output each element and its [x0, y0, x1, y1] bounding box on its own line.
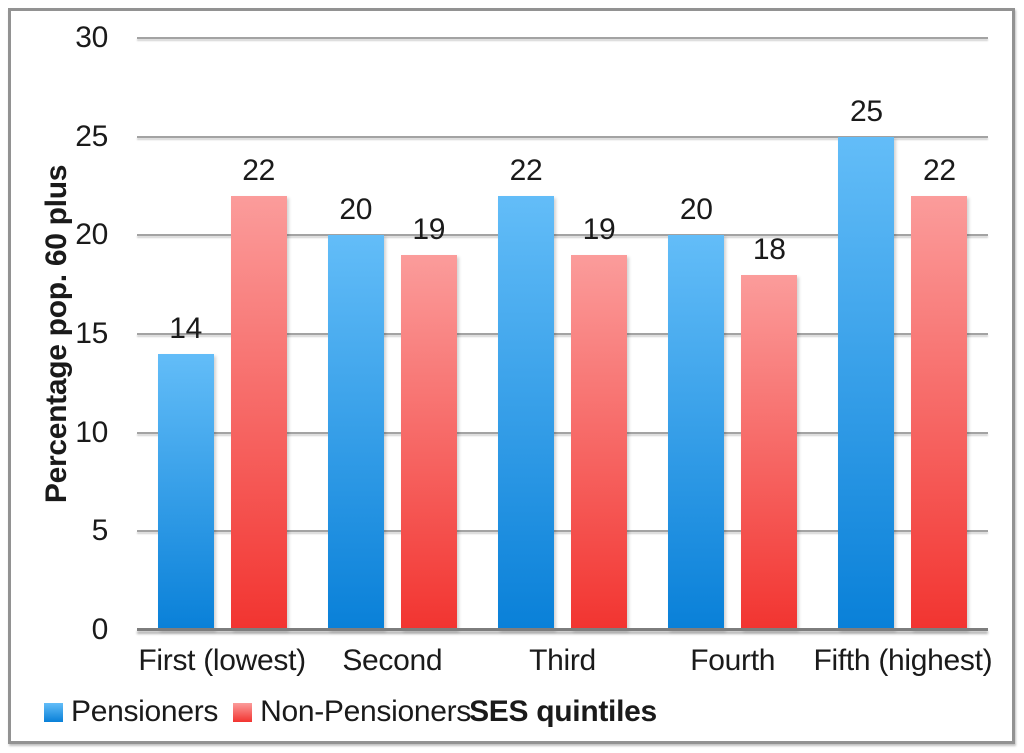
y-tick-label: 30	[75, 21, 108, 54]
x-category-label: Second	[342, 644, 443, 677]
gridline	[137, 135, 988, 138]
bar-value-label: 14	[169, 311, 202, 345]
y-tick-label: 25	[75, 119, 108, 153]
bar-fill	[668, 235, 725, 630]
gridline	[137, 37, 988, 39]
bar-non-pensioners: 22	[230, 155, 287, 630]
bar-fill	[911, 195, 968, 630]
bar-value-label: 18	[752, 232, 786, 266]
bar-fill	[157, 353, 214, 630]
y-tick-label: 15	[75, 317, 108, 350]
bar-value-label: 25	[850, 94, 883, 128]
legend-swatch-pensioners	[44, 702, 63, 722]
bar-pensioners: 25	[838, 96, 895, 630]
legend: Pensioners Non-Pensioners	[44, 694, 471, 730]
bar-value-label: 19	[582, 213, 616, 247]
bar-fill	[838, 136, 895, 630]
x-axis-title: SES quintiles	[469, 695, 657, 728]
x-axis-line	[137, 628, 988, 631]
bar-pensioners: 14	[157, 313, 214, 630]
bar-group: 22 19 Third	[477, 38, 647, 676]
bar-fill	[571, 255, 627, 630]
plot-area: 14 22 First (lowest) 20 19 Second 22 19 Third 20 1…	[137, 37, 993, 676]
bar-pensioners: 22	[498, 155, 554, 630]
legend-item: Pensioners	[44, 697, 218, 727]
gridline	[137, 234, 988, 237]
bar-non-pensioners: 22	[911, 155, 968, 630]
bar-group: 25 22 Fifth (highest)	[813, 38, 992, 675]
bar-value-label: 22	[923, 153, 956, 187]
bar-fill	[498, 195, 554, 630]
x-category-label: Third	[529, 644, 596, 677]
bar-non-pensioners: 19	[571, 215, 627, 630]
bar-group: 20 19 Second	[307, 38, 477, 676]
bar-non-pensioners: 18	[741, 234, 798, 630]
y-tick-label: 5	[91, 514, 109, 548]
bar-fill	[741, 274, 798, 630]
bar-non-pensioners: 19	[400, 215, 457, 630]
bar-value-label: 22	[242, 153, 275, 187]
bar-value-label: 22	[509, 153, 543, 187]
legend-item: Non-Pensioners	[233, 697, 471, 727]
bar-pensioners: 20	[668, 195, 725, 630]
bar-fill	[400, 255, 457, 630]
bar-group: 20 18 Fourth	[648, 38, 818, 676]
bar-value-label: 19	[412, 213, 446, 247]
y-tick-label: 20	[75, 218, 108, 252]
bar-fill	[230, 195, 287, 630]
y-tick-label: 0	[91, 613, 109, 646]
bar-group: 14 22 First (lowest)	[137, 38, 307, 675]
bar-fill	[327, 235, 384, 630]
bar-value-label: 20	[679, 193, 713, 227]
y-tick-label: 10	[75, 415, 108, 449]
bar-groups: 14 22 First (lowest) 20 19 Second 22 19 Third 20 1…	[137, 38, 992, 676]
legend-label: Pensioners	[71, 695, 219, 728]
gridline	[137, 431, 988, 434]
bar-pensioners: 20	[327, 195, 384, 630]
x-category-label: Fifth (highest)	[813, 644, 993, 677]
x-category-label: Fourth	[690, 644, 776, 677]
bar-value-label: 20	[339, 193, 373, 227]
legend-label: Non-Pensioners	[260, 695, 472, 728]
y-axis-tick-labels: 0 5 10 15 20 25 30	[0, 22, 109, 646]
gridline	[137, 530, 988, 533]
gridline	[137, 333, 988, 335]
x-category-label: First (lowest)	[138, 644, 306, 677]
legend-swatch-non-pensioners	[233, 702, 253, 722]
